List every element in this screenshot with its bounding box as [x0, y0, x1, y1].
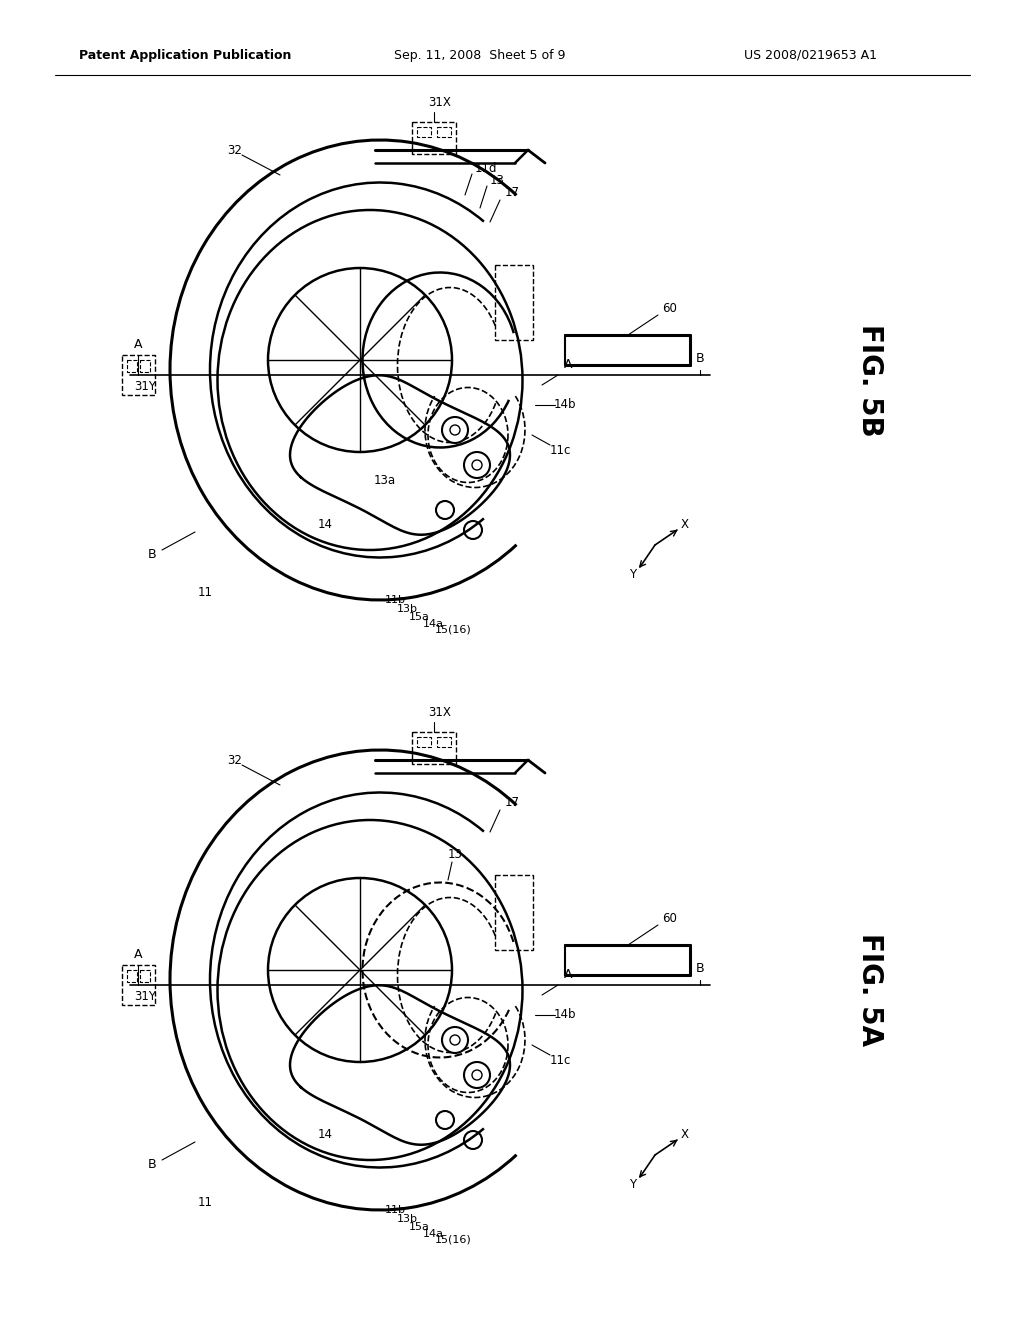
Bar: [495, 875, 534, 950]
Bar: [140, 360, 150, 372]
Text: 13a: 13a: [374, 474, 396, 487]
Text: 15a: 15a: [409, 1222, 429, 1232]
Text: B: B: [147, 1159, 157, 1172]
Text: 31X: 31X: [429, 705, 452, 718]
Text: B: B: [147, 549, 157, 561]
Circle shape: [442, 417, 468, 444]
Text: 17: 17: [505, 186, 520, 198]
Text: FIG. 5B: FIG. 5B: [856, 323, 884, 437]
Text: B: B: [695, 961, 705, 974]
Text: A: A: [564, 969, 572, 982]
Bar: [122, 965, 155, 1005]
Bar: [417, 127, 431, 137]
Bar: [122, 355, 155, 395]
Text: 11b: 11b: [384, 1205, 406, 1214]
Bar: [495, 265, 534, 341]
Text: 13b: 13b: [396, 1214, 418, 1224]
Text: 15(16): 15(16): [434, 1236, 471, 1245]
Text: 11: 11: [198, 1196, 213, 1209]
Text: B: B: [695, 351, 705, 364]
Circle shape: [464, 451, 490, 478]
Text: 14b: 14b: [554, 1008, 577, 1022]
Text: 11b: 11b: [384, 595, 406, 605]
Bar: [412, 733, 456, 764]
Bar: [437, 127, 451, 137]
Text: 14: 14: [317, 1129, 333, 1142]
Text: 31X: 31X: [429, 95, 452, 108]
Bar: [127, 360, 137, 372]
Text: 60: 60: [663, 912, 678, 924]
Text: X: X: [681, 519, 689, 532]
Bar: [417, 737, 431, 747]
Text: FIG. 5A: FIG. 5A: [856, 933, 884, 1047]
Text: 14: 14: [317, 519, 333, 532]
Circle shape: [464, 1063, 490, 1088]
Text: 13b: 13b: [396, 605, 418, 614]
Text: 11: 11: [198, 586, 213, 598]
Text: A: A: [564, 359, 572, 371]
Text: Y: Y: [630, 1179, 637, 1192]
Text: 11c: 11c: [549, 444, 570, 457]
Text: A: A: [134, 338, 142, 351]
Text: 11d: 11d: [475, 161, 498, 174]
Text: 17: 17: [505, 796, 520, 808]
Text: Y: Y: [630, 569, 637, 582]
Text: 11c: 11c: [549, 1053, 570, 1067]
Text: X: X: [681, 1129, 689, 1142]
Text: 13: 13: [447, 849, 463, 862]
Bar: [412, 121, 456, 154]
Text: Sep. 11, 2008  Sheet 5 of 9: Sep. 11, 2008 Sheet 5 of 9: [394, 49, 565, 62]
Text: 31Y: 31Y: [134, 990, 156, 1003]
Text: 14b: 14b: [554, 399, 577, 412]
Text: 31Y: 31Y: [134, 380, 156, 393]
Text: US 2008/0219653 A1: US 2008/0219653 A1: [743, 49, 877, 62]
Text: 32: 32: [227, 144, 243, 157]
Bar: [127, 970, 137, 982]
Text: 13: 13: [490, 173, 505, 186]
Bar: [140, 970, 150, 982]
Text: 32: 32: [227, 754, 243, 767]
Text: 15a: 15a: [409, 612, 429, 622]
Text: Patent Application Publication: Patent Application Publication: [79, 49, 291, 62]
Circle shape: [442, 1027, 468, 1053]
Text: 14a: 14a: [423, 619, 443, 630]
Text: 15(16): 15(16): [434, 624, 471, 635]
Text: 60: 60: [663, 301, 678, 314]
Text: 14a: 14a: [423, 1229, 443, 1239]
Bar: [437, 737, 451, 747]
Text: A: A: [134, 949, 142, 961]
